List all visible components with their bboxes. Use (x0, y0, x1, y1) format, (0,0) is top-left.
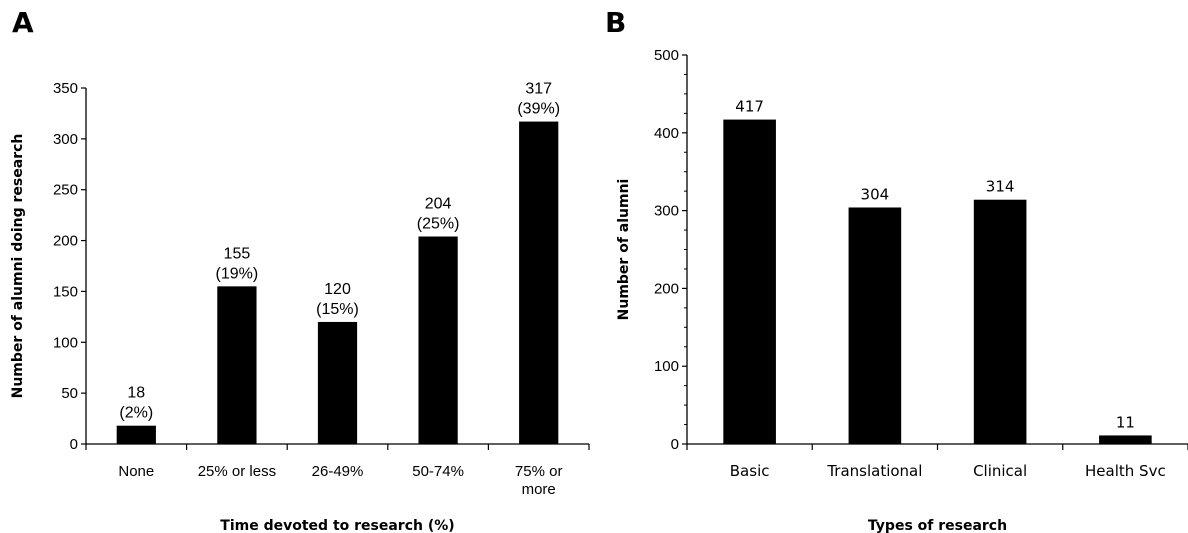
chart-a-data-label: (39%) (517, 101, 560, 118)
chart-a-y-tick-label: 200 (53, 233, 78, 250)
chart-a-y-tick-label: 50 (61, 385, 78, 402)
chart-a-bar (418, 236, 458, 444)
chart-a-data-label: 18 (127, 385, 145, 402)
chart-a-data-label: (2%) (119, 405, 153, 422)
chart-a-y-tick-label: 350 (53, 80, 78, 97)
chart-a-x-tick-label: more (522, 481, 556, 498)
chart-a-data-label: 120 (324, 281, 351, 298)
chart-a-y-axis-title: Number of alumni doing research (10, 134, 26, 399)
chart-a-data-label: (19%) (216, 265, 259, 282)
chart-a-data-label: (25%) (417, 216, 460, 233)
chart-a-data-label: 204 (425, 196, 452, 213)
chart-a-data-label: (15%) (316, 301, 359, 318)
chart-a-data-label: 317 (525, 81, 552, 98)
panel-a-label: A (12, 6, 34, 39)
chart-a-bar (217, 286, 257, 444)
chart-a-x-tick-label: 25% or less (198, 463, 276, 480)
chart-a-y-tick-label: 250 (53, 182, 78, 199)
panel-b-label: B (605, 6, 627, 39)
chart-a-x-axis-title: Time devoted to research (%) (220, 518, 454, 533)
chart-a-data-label: 155 (224, 245, 251, 262)
chart-a-bar (519, 121, 559, 445)
chart-a-bar (116, 425, 156, 444)
chart-a-x-tick-label: 75% or (515, 463, 563, 480)
chart-a-y-tick-label: 0 (70, 436, 78, 453)
chart-a-y-tick-label: 100 (53, 334, 78, 351)
chart-a-bar (317, 321, 358, 444)
chart-a-x-tick-label: 50-74% (412, 463, 464, 480)
chart-a-x-tick-label: 26-49% (312, 463, 364, 480)
chart-a-x-tick-label: None (118, 463, 154, 480)
chart-a-y-tick-label: 150 (53, 283, 78, 300)
chart-a-y-tick-label: 300 (53, 131, 78, 148)
